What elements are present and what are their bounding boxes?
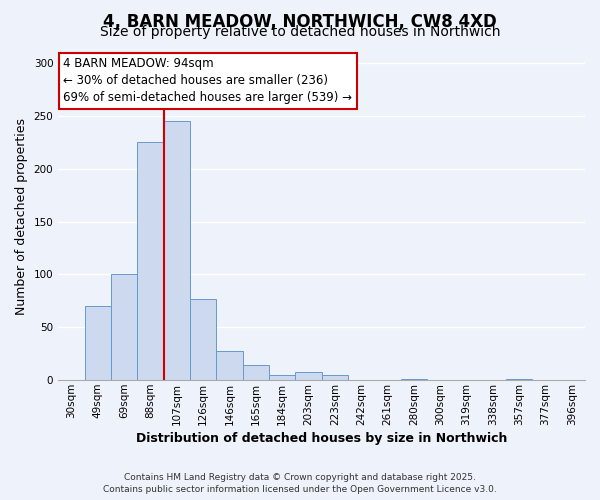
Bar <box>242 366 269 380</box>
Bar <box>137 142 164 380</box>
Text: Contains HM Land Registry data © Crown copyright and database right 2025.
Contai: Contains HM Land Registry data © Crown c… <box>103 472 497 494</box>
Bar <box>269 375 295 380</box>
Bar <box>295 372 322 380</box>
Text: 4, BARN MEADOW, NORTHWICH, CW8 4XD: 4, BARN MEADOW, NORTHWICH, CW8 4XD <box>103 12 497 30</box>
Text: 4 BARN MEADOW: 94sqm
← 30% of detached houses are smaller (236)
69% of semi-deta: 4 BARN MEADOW: 94sqm ← 30% of detached h… <box>64 58 352 104</box>
Bar <box>216 350 242 380</box>
Text: Size of property relative to detached houses in Northwich: Size of property relative to detached ho… <box>100 25 500 39</box>
Bar <box>506 379 532 380</box>
Bar <box>111 274 137 380</box>
X-axis label: Distribution of detached houses by size in Northwich: Distribution of detached houses by size … <box>136 432 507 445</box>
Y-axis label: Number of detached properties: Number of detached properties <box>15 118 28 315</box>
Bar <box>401 379 427 380</box>
Bar <box>190 299 216 380</box>
Bar <box>164 121 190 380</box>
Bar <box>85 306 111 380</box>
Bar <box>322 375 348 380</box>
